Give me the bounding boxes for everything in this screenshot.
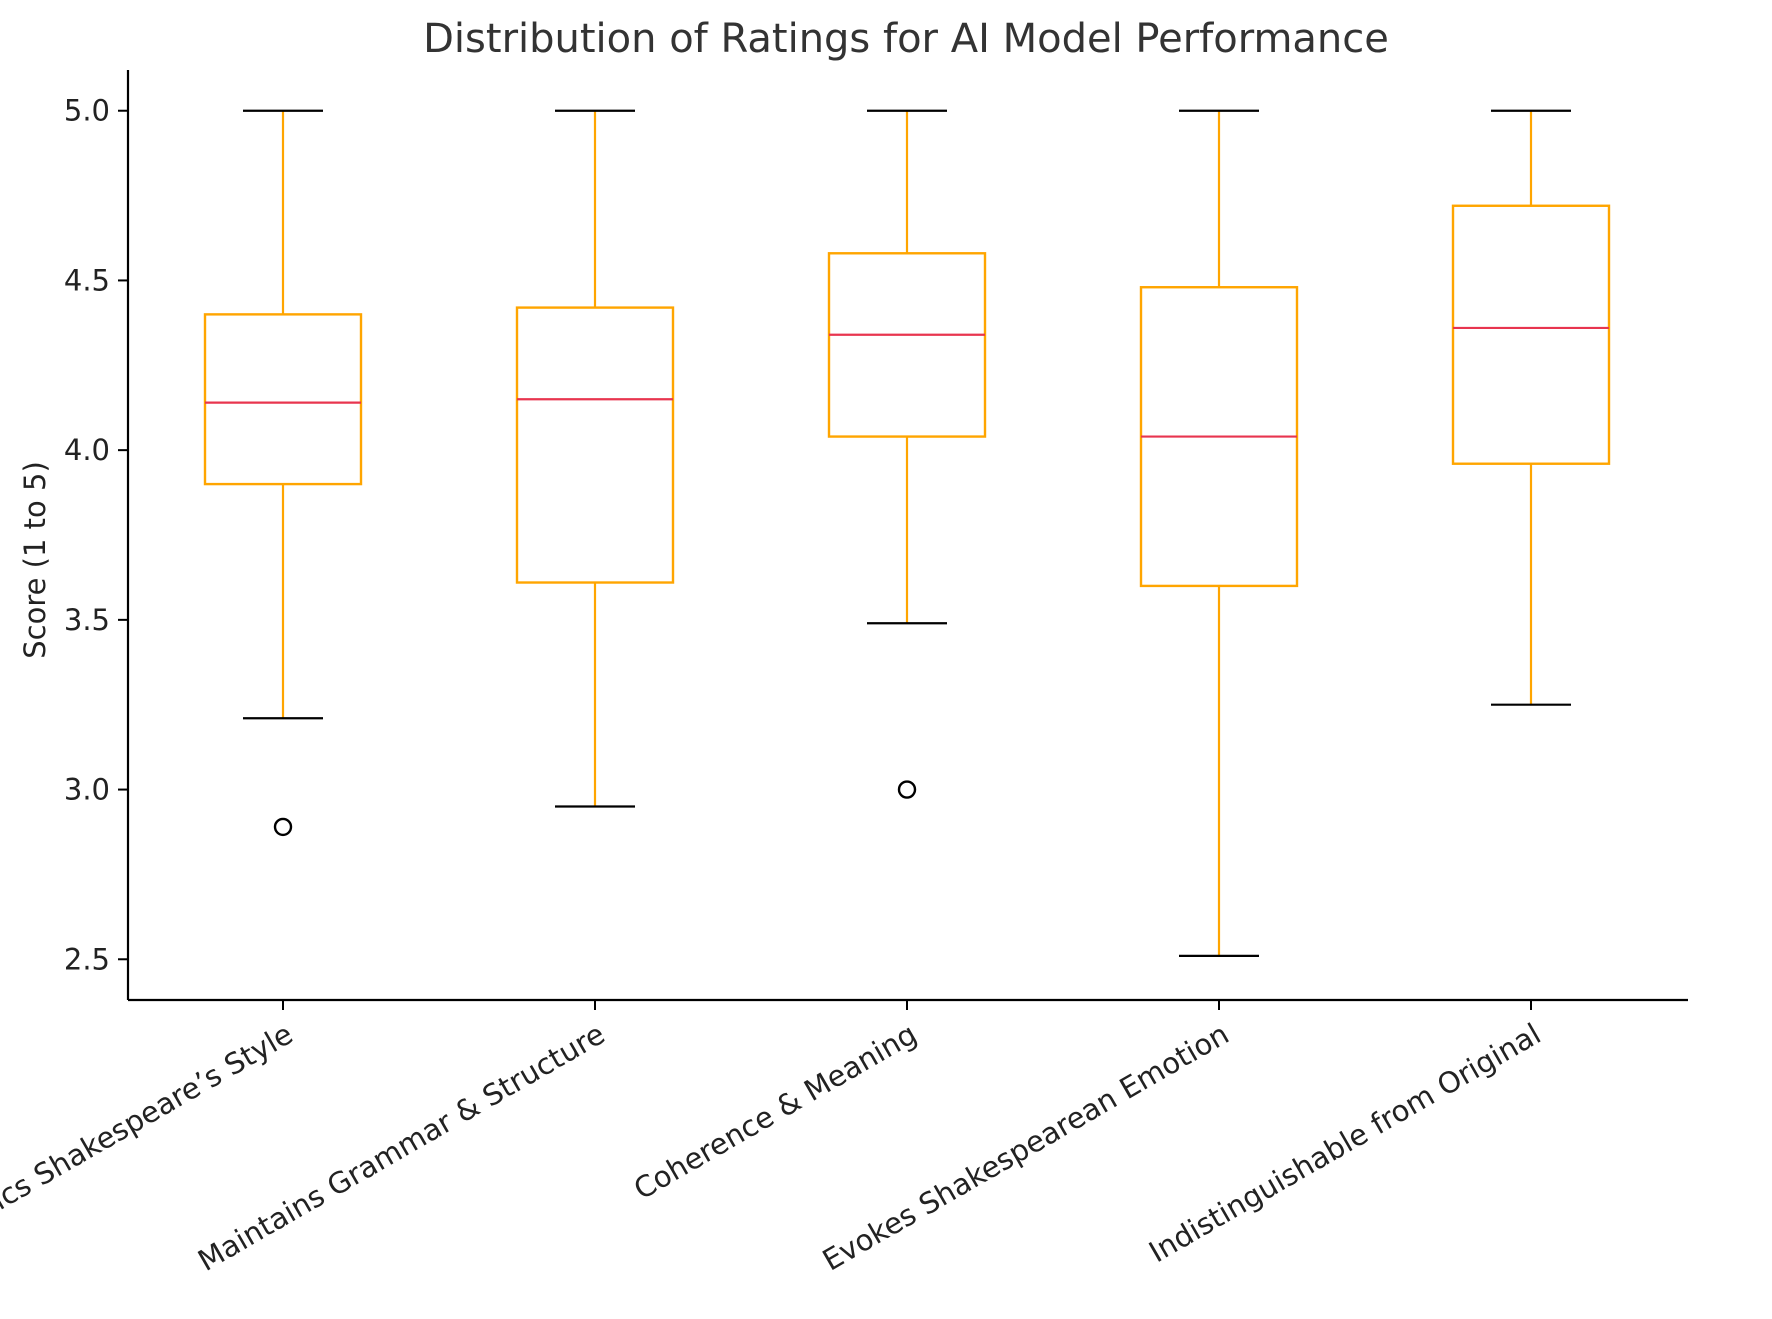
box-group — [1451, 109, 1611, 706]
y-tick-label: 3.5 — [64, 603, 110, 637]
iqr-box — [515, 306, 675, 584]
y-tick-label: 4.5 — [64, 263, 110, 297]
y-tick-label: 5.0 — [64, 94, 110, 128]
box-group — [203, 109, 363, 837]
iqr-box — [203, 313, 363, 486]
iqr-box — [827, 252, 987, 438]
chart-title: Distribution of Ratings for AI Model Per… — [423, 16, 1389, 62]
y-tick-label: 3.0 — [64, 773, 110, 807]
y-ticks: 2.5 3.0 3.5 4.0 4.5 5.0 — [64, 94, 128, 976]
box-group — [515, 109, 675, 808]
x-tick-label: Coherence & Meaning — [628, 1017, 922, 1207]
y-tick-label: 2.5 — [64, 942, 110, 976]
box-group — [1139, 109, 1299, 957]
outlier-point — [273, 817, 293, 837]
iqr-box — [1451, 204, 1611, 465]
boxes — [203, 109, 1611, 957]
y-tick-label: 4.0 — [64, 433, 110, 467]
box-group — [827, 109, 987, 799]
y-axis-label: Score (1 to 5) — [18, 461, 52, 659]
outlier-point — [897, 780, 917, 799]
